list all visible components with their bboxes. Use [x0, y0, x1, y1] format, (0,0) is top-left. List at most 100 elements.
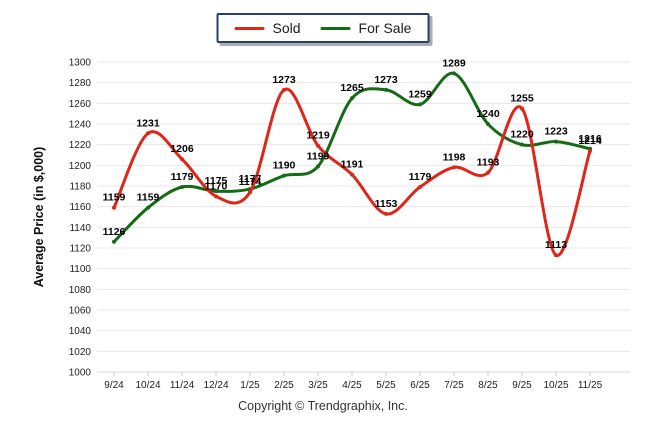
for-sale-data-point: [520, 142, 524, 147]
y-tick-label: 1180: [69, 182, 91, 193]
data-point-label: 1179: [171, 171, 194, 183]
data-point-label: 1191: [341, 159, 364, 171]
y-tick-label: 1260: [69, 99, 92, 110]
y-tick-label: 1140: [69, 223, 91, 234]
for-sale-data-point: [146, 205, 150, 210]
y-tick-label: 1200: [69, 161, 92, 172]
data-point-label: 1289: [442, 57, 466, 69]
y-axis-tick-labels: 1000 1020 1040 1060 1080 1100 1120 1140 1160 1180…: [69, 58, 92, 379]
data-point-label: 1206: [170, 143, 194, 155]
for-sale-data-point: [282, 173, 286, 178]
legend: Sold For Sale: [216, 13, 430, 43]
sold-data-point: [384, 211, 388, 216]
sold-data-point: [588, 148, 592, 153]
data-point-label: 1223: [544, 126, 568, 138]
data-point-label: 1240: [476, 108, 500, 120]
sold-data-point: [316, 143, 320, 148]
y-tick-label: 1000: [69, 368, 92, 379]
data-point-label: 1153: [375, 198, 398, 210]
legend-label-for-sale: For Sale: [358, 20, 412, 36]
y-tick-label: 1120: [69, 244, 91, 255]
sold-data-point: [554, 253, 558, 258]
data-point-label: 1159: [103, 192, 126, 204]
data-point-label: 1175: [205, 175, 228, 187]
for-sale-data-point: [180, 185, 184, 190]
copyright-text: Copyright © Trendgraphix, Inc.: [238, 399, 408, 413]
x-axis-ticks: [113, 372, 591, 376]
data-point-label: 1159: [137, 192, 160, 204]
y-tick-label: 1080: [69, 285, 92, 296]
x-tick-label: 5/25: [376, 380, 396, 391]
data-point-label: 1214: [578, 135, 602, 147]
y-axis-title: Average Price (in $,000): [32, 146, 46, 288]
sold-data-point: [350, 172, 354, 177]
for-sale-line-swatch: [320, 26, 351, 30]
y-tick-label: 1240: [69, 120, 92, 131]
data-point-label: 1259: [408, 88, 432, 100]
for-sale-data-point: [316, 164, 320, 169]
sold-data-point: [180, 157, 184, 162]
for-sale-data-point: [214, 189, 218, 194]
sold-data-point: [486, 170, 490, 175]
sold-data-point: [520, 106, 524, 111]
x-tick-label: 12/24: [203, 380, 228, 391]
y-tick-label: 1100: [69, 264, 91, 275]
x-tick-label: 7/25: [444, 380, 464, 391]
for-sale-data-point: [384, 87, 388, 92]
y-tick-label: 1040: [69, 326, 92, 337]
sold-data-point: [146, 131, 150, 136]
x-axis-tick-labels: 9/24 10/24 11/24 12/24 1/25 2/25 3/25 4/25 5/25 6…: [104, 380, 602, 391]
data-point-label: 1174: [239, 176, 262, 188]
x-tick-label: 6/25: [410, 380, 430, 391]
data-point-label: 1216: [578, 133, 602, 145]
sold-data-point: [112, 205, 116, 210]
data-point-label: 1126: [103, 226, 126, 238]
x-tick-label: 4/25: [342, 380, 362, 391]
data-point-labels: 1159 1231 1206 1170 1174 1273 1219 1191 1153 1179…: [103, 57, 602, 251]
x-tick-label: 9/25: [512, 380, 532, 391]
for-sale-data-point: [418, 102, 422, 107]
legend-item-sold: Sold: [234, 20, 301, 36]
x-tick-label: 10/24: [135, 380, 160, 391]
for-sale-data-point: [112, 239, 116, 244]
data-point-label: 1220: [510, 129, 534, 141]
data-point-label: 1198: [443, 151, 466, 163]
y-tick-label: 1160: [69, 202, 91, 213]
data-point-label: 1193: [477, 157, 500, 169]
data-point-label: 1170: [205, 180, 228, 192]
data-point-label: 1179: [409, 171, 432, 183]
data-point-label: 1219: [306, 130, 330, 142]
sold-data-point: [418, 185, 422, 190]
sold-data-point: [452, 165, 456, 170]
sold-line-swatch: [234, 26, 265, 30]
x-tick-label: 8/25: [478, 380, 498, 391]
series-line-sold: [112, 87, 592, 258]
x-tick-label: 1/25: [240, 380, 260, 391]
data-point-label: 1273: [272, 74, 296, 86]
gridlines: [97, 61, 630, 373]
y-tick-label: 1280: [69, 78, 92, 89]
data-point-label: 1177: [239, 173, 262, 185]
x-tick-label: 10/25: [543, 380, 568, 391]
sold-line: [112, 87, 592, 257]
for-sale-data-point: [554, 139, 558, 144]
x-tick-label: 3/25: [308, 380, 328, 391]
for-sale-data-point: [452, 71, 456, 76]
x-tick-label: 11/25: [578, 380, 603, 391]
legend-label-sold: Sold: [272, 20, 301, 36]
x-tick-label: 2/25: [274, 380, 294, 391]
y-tick-label: 1300: [69, 58, 92, 69]
data-point-label: 1265: [340, 82, 364, 94]
y-tick-label: 1020: [69, 347, 92, 358]
x-tick-label: 9/24: [104, 380, 124, 391]
for-sale-data-point: [350, 96, 354, 101]
y-tick-label: 1220: [69, 140, 92, 151]
data-point-label: 1113: [545, 239, 567, 251]
legend-item-for-sale: For Sale: [320, 20, 412, 36]
for-sale-data-point: [486, 122, 490, 126]
data-point-label: 1190: [273, 160, 296, 172]
data-point-label: 1255: [510, 93, 534, 105]
y-tick-label: 1060: [69, 306, 92, 317]
